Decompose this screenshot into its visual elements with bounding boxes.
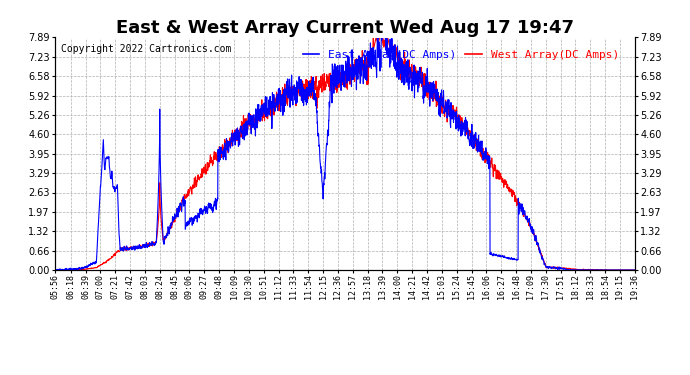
Legend: East Array(DC Amps), West Array(DC Amps): East Array(DC Amps), West Array(DC Amps) bbox=[298, 45, 624, 64]
Title: East & West Array Current Wed Aug 17 19:47: East & West Array Current Wed Aug 17 19:… bbox=[116, 20, 574, 38]
Text: Copyright 2022 Cartronics.com: Copyright 2022 Cartronics.com bbox=[61, 45, 231, 54]
